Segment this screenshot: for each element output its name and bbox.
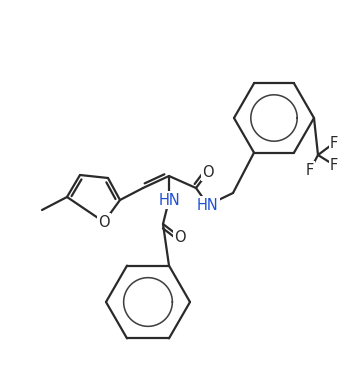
Text: F: F	[306, 162, 314, 178]
Text: O: O	[98, 215, 110, 230]
Text: HN: HN	[197, 197, 219, 212]
Text: HN: HN	[158, 193, 180, 208]
Text: F: F	[330, 157, 338, 172]
Text: F: F	[330, 135, 338, 150]
Text: O: O	[202, 165, 214, 180]
Text: O: O	[174, 230, 186, 245]
